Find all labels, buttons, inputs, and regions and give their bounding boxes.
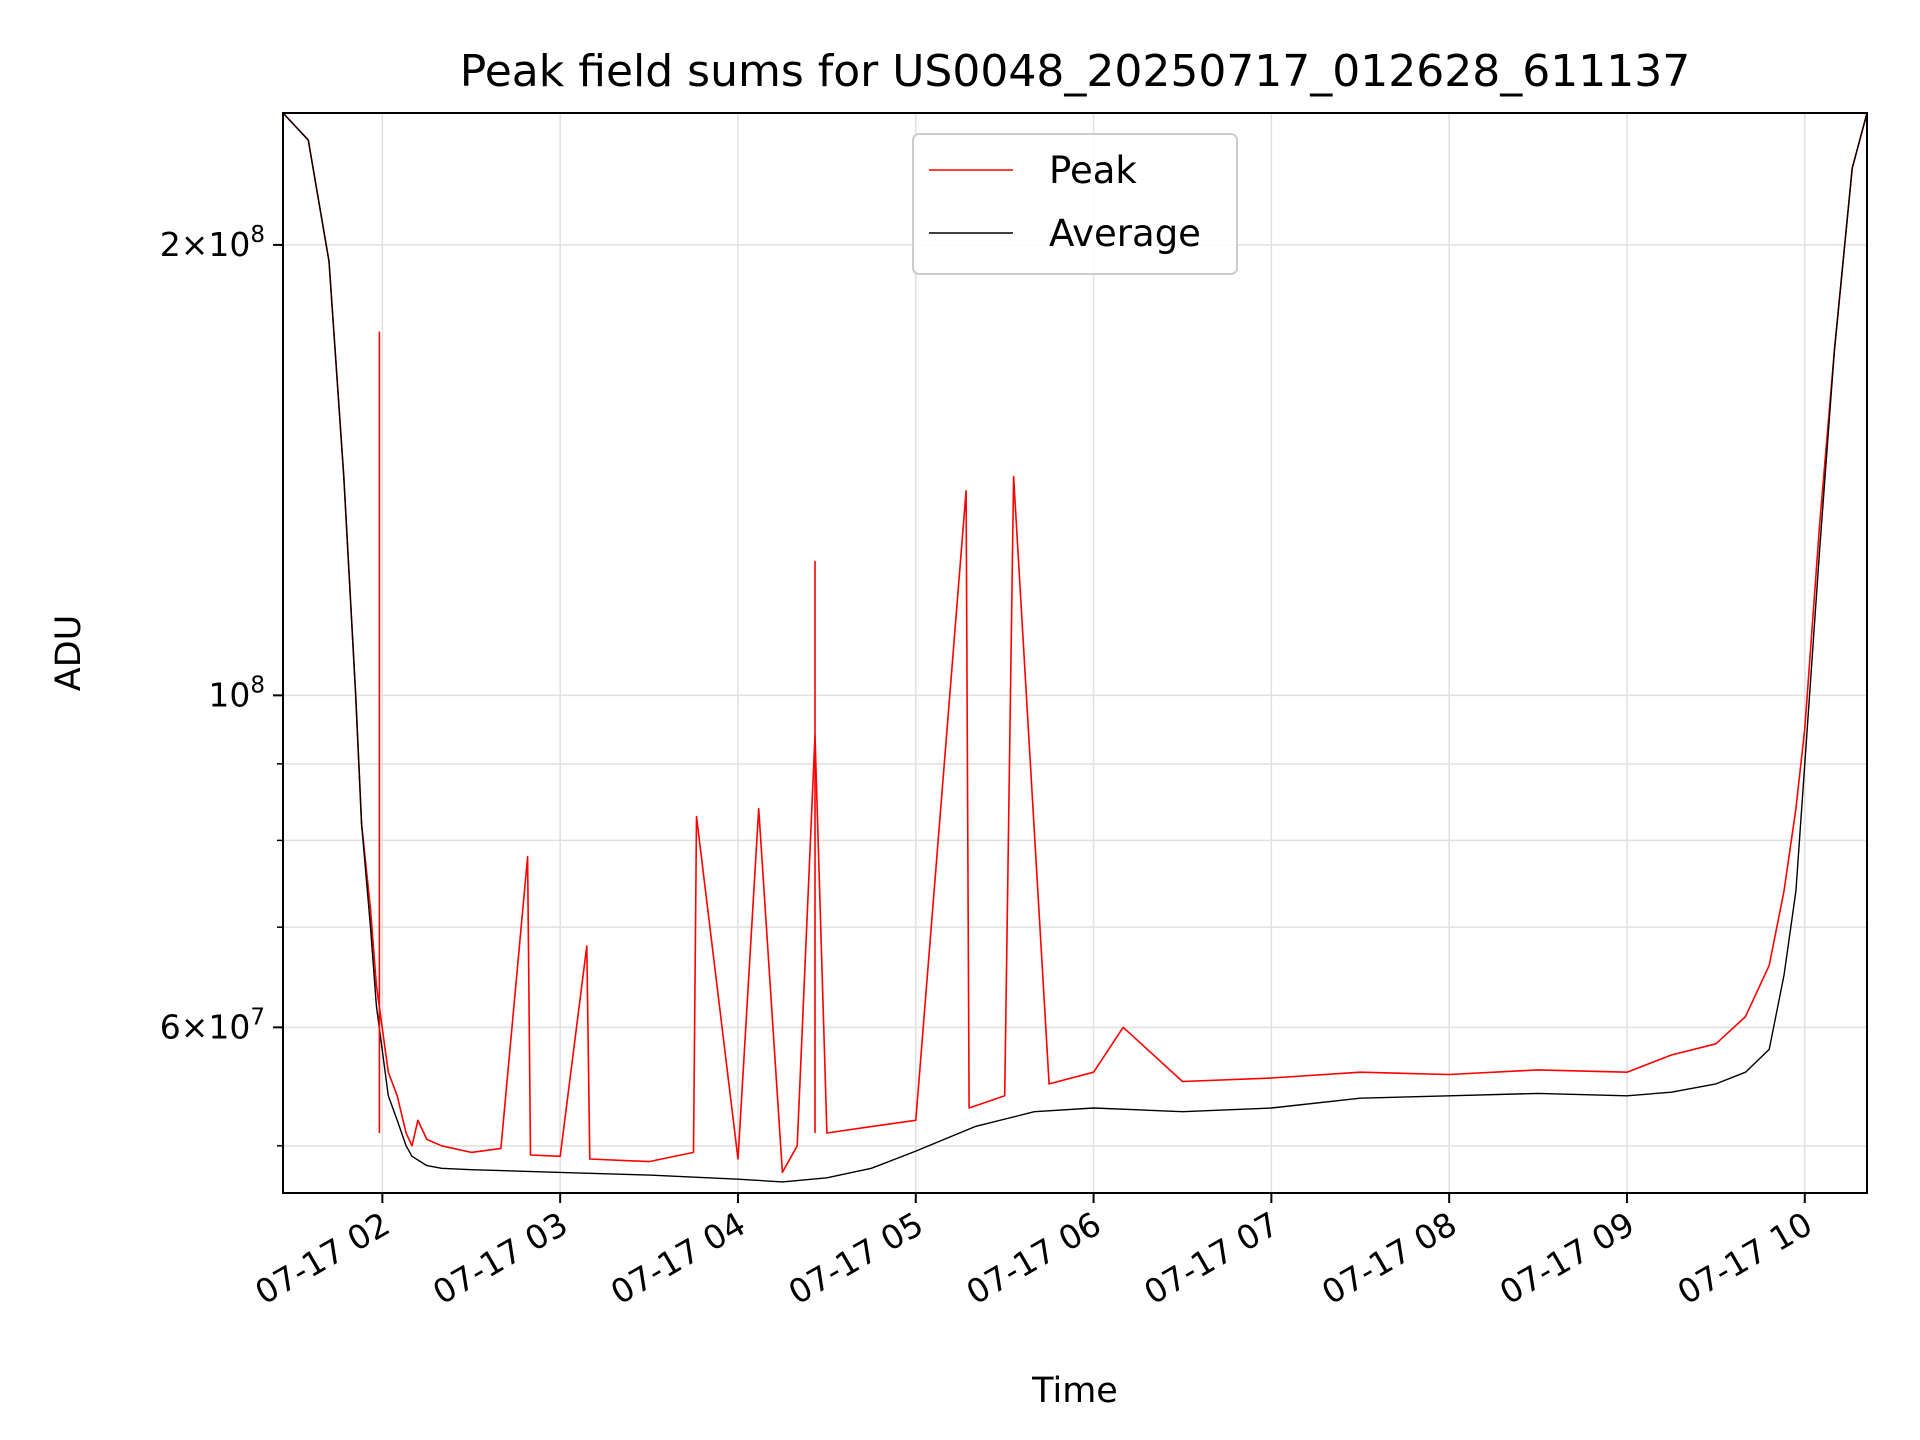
y-tick-label: 108 bbox=[208, 672, 265, 714]
y-tick-label: 6×107 bbox=[160, 1004, 265, 1046]
y-axis-ticks: 6×107 108 2×108 bbox=[160, 222, 283, 1147]
series-layer bbox=[283, 113, 1867, 1183]
legend: Peak Average bbox=[912, 133, 1238, 275]
series-line-average bbox=[283, 113, 1867, 1183]
legend-label-peak: Peak bbox=[1049, 149, 1137, 192]
chart-title: Peak field sums for US0048_20250717_0126… bbox=[460, 46, 1690, 97]
legend-box bbox=[912, 133, 1238, 275]
grid bbox=[283, 113, 1867, 1193]
plot-frame bbox=[282, 112, 1868, 1194]
peak-spikes bbox=[378, 331, 816, 1133]
series-line-peak bbox=[283, 113, 1867, 1174]
y-axis-label: ADU bbox=[49, 615, 89, 692]
y-tick-label: 2×108 bbox=[160, 222, 265, 264]
legend-label-average: Average bbox=[1049, 212, 1201, 255]
x-axis-label: Time bbox=[1031, 1371, 1118, 1411]
